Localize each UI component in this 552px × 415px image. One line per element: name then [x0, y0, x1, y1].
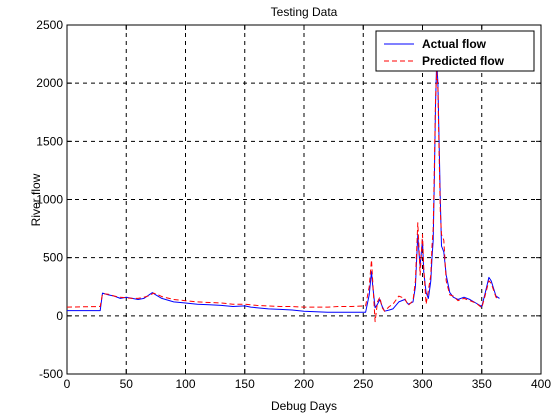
legend-label-actual: Actual flow [422, 37, 487, 51]
y-tick-label: 2500 [36, 18, 63, 32]
x-tick-label: 250 [353, 377, 373, 391]
x-tick-label: 0 [64, 377, 71, 391]
x-tick-label: 300 [412, 377, 432, 391]
legend-label-predicted: Predicted flow [422, 54, 505, 68]
legend: Actual flow Predicted flow [375, 30, 535, 72]
chart-title: Testing Data [271, 5, 338, 19]
legend-box [375, 30, 535, 72]
y-tick-label: -500 [39, 367, 63, 381]
x-tick-label: 100 [175, 377, 195, 391]
x-axis-label: Debug Days [271, 399, 337, 413]
x-tick-label: 400 [531, 377, 551, 391]
y-tick-label: 2000 [36, 76, 63, 90]
x-tick-label: 200 [294, 377, 314, 391]
x-tick-label: 150 [235, 377, 255, 391]
predicted-flow-line [67, 71, 500, 323]
y-tick-label: 1500 [36, 134, 63, 148]
x-tick-label: 350 [472, 377, 492, 391]
series-lines [67, 59, 500, 323]
y-tick-label: 0 [56, 309, 63, 323]
y-axis-label: River flow [29, 173, 43, 226]
y-tick-label: 1000 [36, 193, 63, 207]
grid-lines [67, 25, 541, 374]
x-tick-label: 50 [120, 377, 134, 391]
y-tick-label: 500 [43, 251, 63, 265]
axis-ticks: 0 50 100 150 200 250 300 350 400-500050010001500… [36, 18, 551, 391]
